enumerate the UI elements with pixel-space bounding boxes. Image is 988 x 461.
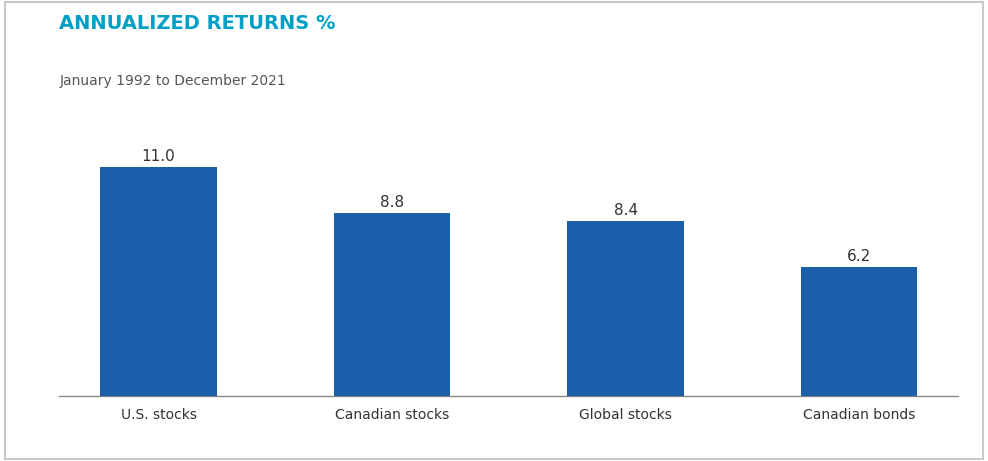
Text: 6.2: 6.2 [847, 249, 871, 265]
Bar [567, 221, 684, 396]
Text: 8.4: 8.4 [614, 203, 637, 219]
Text: ANNUALIZED RETURNS %: ANNUALIZED RETURNS % [59, 14, 336, 33]
Text: January 1992 to December 2021: January 1992 to December 2021 [59, 74, 287, 88]
Bar [800, 267, 918, 396]
Text: 8.8: 8.8 [380, 195, 404, 210]
Text: 11.0: 11.0 [141, 149, 176, 164]
Bar [100, 167, 217, 396]
Bar [334, 213, 451, 396]
